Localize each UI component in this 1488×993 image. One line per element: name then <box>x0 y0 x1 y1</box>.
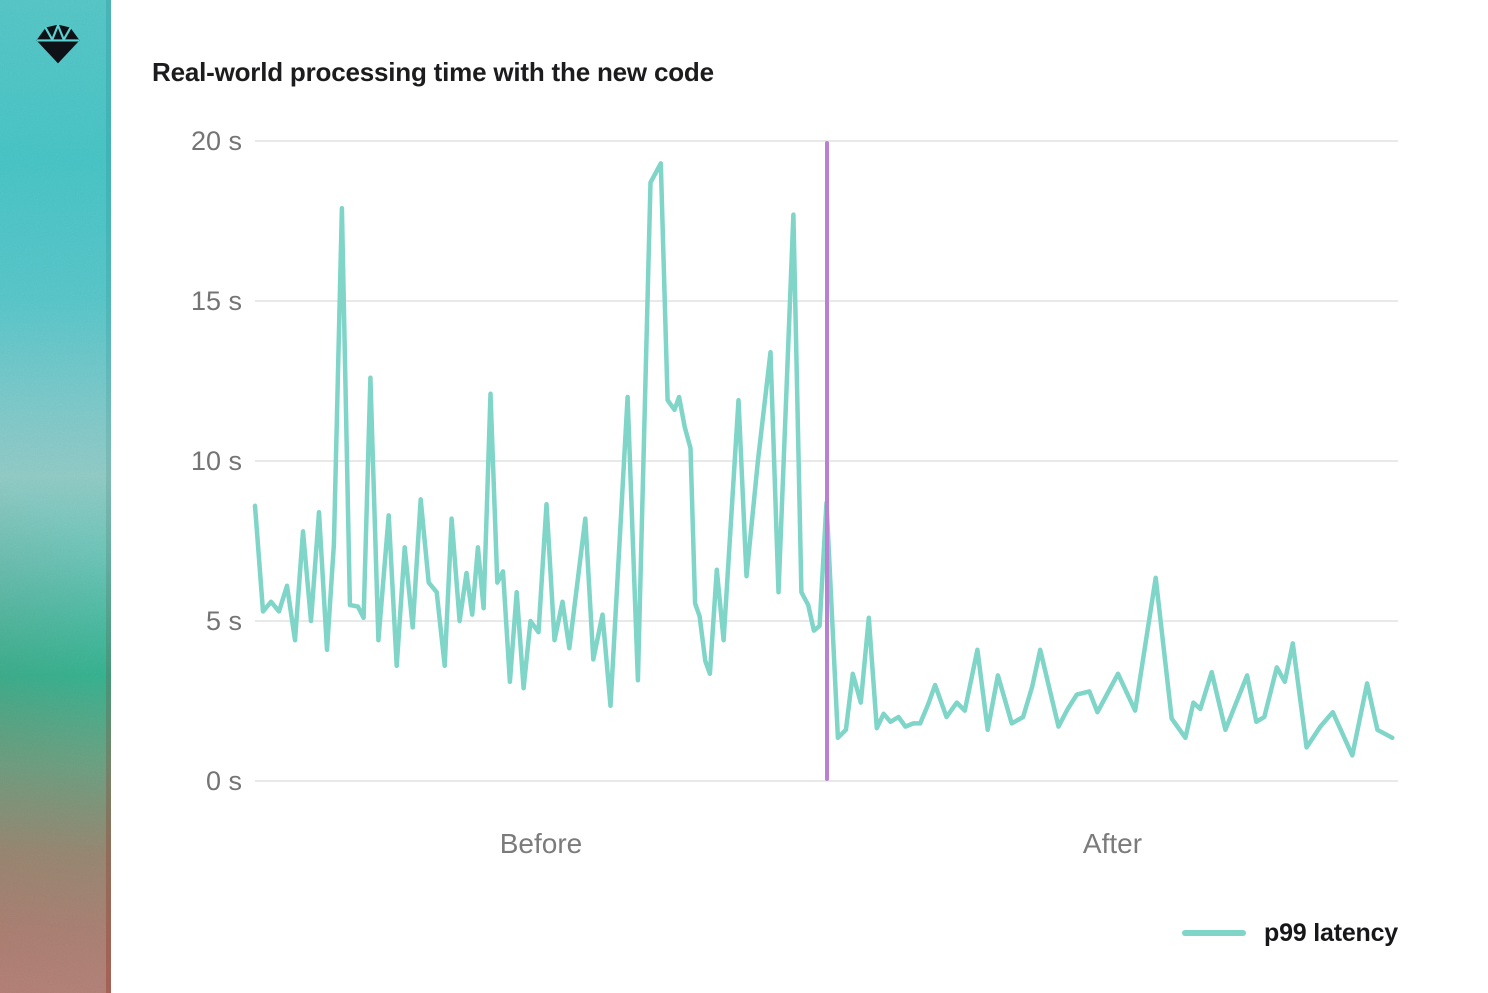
y-tick-label-15s: 15 s <box>190 286 242 316</box>
gridline-0s <box>255 780 1398 782</box>
y-tick-label-20s: 20 s <box>190 126 242 156</box>
deployment-divider-line <box>825 141 829 781</box>
y-tick-label-5s: 5 s <box>205 606 242 636</box>
x-section-label-after: After <box>1082 828 1143 859</box>
chart-legend: p99 latency <box>1182 915 1398 951</box>
page-title: Real-world processing time with the new … <box>152 57 714 88</box>
diamond-icon <box>36 24 80 64</box>
legend-label: p99 latency <box>1264 918 1398 947</box>
y-tick-label-10s: 10 s <box>190 446 242 476</box>
x-section-label-before: Before <box>499 828 583 859</box>
y-tick-label-0s: 0 s <box>205 766 242 796</box>
sidebar-grain-texture <box>0 0 111 993</box>
gradient-sidebar <box>0 0 111 993</box>
legend-line-swatch <box>1182 930 1247 936</box>
